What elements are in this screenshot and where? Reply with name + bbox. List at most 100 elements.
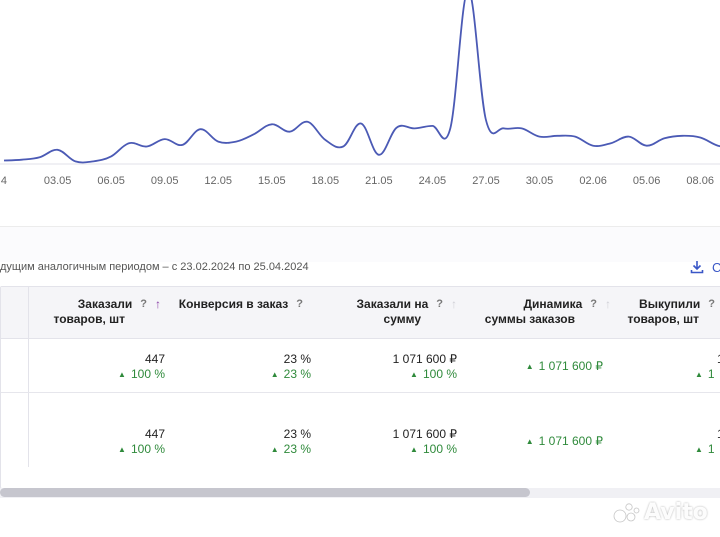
bought-delta: ▲ 1 — [695, 442, 715, 456]
conversion-value: 23 % — [283, 427, 311, 441]
data-point-23.05[interactable] — [412, 126, 417, 131]
data-point-08.06[interactable] — [698, 135, 703, 140]
data-point-22.05[interactable] — [394, 125, 399, 130]
data-point-09.05[interactable] — [162, 137, 167, 142]
data-point-05.05[interactable] — [91, 159, 96, 164]
help-icon[interactable]: ? — [708, 298, 715, 310]
data-point-21.05[interactable] — [376, 152, 381, 157]
trend-up-icon: ▲ — [410, 370, 418, 379]
avito-watermark-text: Avito — [644, 500, 708, 525]
data-point-01.05[interactable] — [19, 157, 24, 162]
data-point-12.05[interactable] — [216, 139, 221, 144]
column-header-order-sum[interactable]: Заказали на? ↑ сумму — [356, 297, 458, 326]
data-point-07.05[interactable] — [127, 141, 132, 146]
sales-line-chart: 4 03.05 06.05 09.05 12.05 15.05 18.05 21.05 24.0… — [0, 0, 720, 187]
data-point-05.06[interactable] — [644, 143, 649, 148]
data-point-18.05[interactable] — [323, 137, 328, 142]
column-header-bought[interactable]: Выкупили? товаров, шт — [627, 297, 715, 326]
orders-value: 447 — [144, 427, 165, 441]
data-point-20.05[interactable] — [359, 121, 364, 126]
order-sum-delta: ▲ 100 % — [410, 367, 457, 381]
data-point-06.05[interactable] — [109, 154, 114, 159]
comparison-period-bar: дущим аналогичным периодом – с 23.02.202… — [0, 226, 720, 275]
data-point-03.06[interactable] — [608, 141, 613, 146]
x-tick-label: 05.06 — [633, 175, 661, 187]
data-point-13.05[interactable] — [234, 139, 239, 144]
data-point-17.05[interactable] — [305, 119, 310, 124]
sort-arrow-icon[interactable]: ↑ — [155, 297, 161, 311]
data-point-08.05[interactable] — [144, 144, 149, 149]
help-icon[interactable]: ? — [590, 298, 597, 310]
table-row: 447 ▲ 100 % 23 % ▲ 23 % 1 071 600 ₽ ▲ 100 %… — [1, 339, 720, 393]
data-point-19.05[interactable] — [341, 144, 346, 149]
x-tick-label: 21.05 — [365, 175, 393, 187]
data-point-28.05[interactable] — [501, 126, 506, 131]
trend-up-icon: ▲ — [270, 370, 279, 379]
data-point-16.05[interactable] — [287, 129, 292, 134]
download-icon[interactable] — [690, 260, 704, 274]
order-sum-value: 1 071 600 ₽ — [392, 427, 457, 441]
export-button-partial[interactable]: С — [712, 260, 720, 275]
data-point-04.05[interactable] — [73, 159, 78, 164]
chart-plot-area — [2, 0, 720, 164]
x-tick-label: 03.05 — [44, 175, 72, 187]
data-point-29.05[interactable] — [519, 126, 524, 131]
data-point-09.06[interactable] — [716, 143, 720, 148]
data-point-24.05[interactable] — [430, 123, 435, 128]
sort-arrow-icon[interactable]: ↑ — [451, 297, 457, 311]
avito-logo-icon — [613, 503, 640, 523]
x-tick-label: 09.05 — [151, 175, 179, 187]
x-tick-label: 06.05 — [97, 175, 125, 187]
data-point-01.06[interactable] — [573, 134, 578, 139]
orders-value: 447 — [144, 352, 165, 366]
data-point-30.04[interactable] — [2, 158, 7, 163]
sort-arrow-icon[interactable]: ↑ — [605, 297, 611, 311]
help-icon[interactable]: ? — [296, 298, 303, 310]
order-sum-delta: ▲ 100 % — [410, 442, 457, 456]
data-point-31.05[interactable] — [555, 133, 560, 138]
column-header-dynamics[interactable]: Динамика? ↑ суммы заказов — [484, 297, 611, 326]
data-point-14.05[interactable] — [251, 132, 256, 137]
trend-up-icon: ▲ — [118, 445, 126, 454]
trend-up-icon: ▲ — [525, 362, 534, 371]
data-point-06.06[interactable] — [662, 136, 667, 141]
x-tick-label: 30.05 — [526, 175, 554, 187]
trend-up-icon: ▲ — [410, 445, 418, 454]
column-divider — [28, 287, 29, 467]
trend-up-icon: ▲ — [695, 370, 703, 379]
data-point-02.05[interactable] — [37, 155, 42, 160]
table-header-row: Заказали? ↑ товаров, шт Конверсия в заказ… — [1, 287, 720, 339]
data-point-02.06[interactable] — [591, 143, 596, 148]
orders-delta: ▲ 100 % — [118, 442, 165, 456]
data-point-30.05[interactable] — [537, 134, 542, 139]
x-tick-label: 24.05 — [419, 175, 447, 187]
x-tick-label: 02.06 — [579, 175, 607, 187]
data-point-10.05[interactable] — [180, 142, 185, 147]
order-sum-value: 1 071 600 ₽ — [392, 352, 457, 366]
help-icon[interactable]: ? — [140, 298, 147, 310]
column-header-conversion[interactable]: Конверсия в заказ? — [178, 297, 303, 311]
x-tick-label: 18.05 — [312, 175, 340, 187]
comparison-period-text: дущим аналогичным периодом – с 23.02.202… — [0, 261, 309, 273]
trend-up-icon: ▲ — [525, 437, 534, 446]
orders-delta: ▲ 100 % — [118, 367, 165, 381]
horizontal-scrollbar-thumb[interactable] — [0, 488, 530, 497]
data-point-25.05[interactable] — [448, 126, 453, 131]
data-point-11.05[interactable] — [198, 127, 203, 132]
x-tick-label: 15.05 — [258, 175, 286, 187]
data-point-07.06[interactable] — [680, 133, 685, 138]
data-point-03.05[interactable] — [55, 147, 60, 152]
bought-value: 1 — [717, 352, 720, 366]
conversion-delta: ▲ 23 % — [270, 442, 311, 456]
data-point-27.05[interactable] — [484, 118, 489, 123]
bought-delta: ▲ 1 — [695, 367, 715, 381]
x-axis-tick-labels: 4 03.05 06.05 09.05 12.05 15.05 18.05 21.05 24.0… — [1, 175, 714, 187]
trend-up-icon: ▲ — [695, 445, 703, 454]
data-point-04.06[interactable] — [626, 134, 631, 139]
data-point-15.05[interactable] — [269, 122, 274, 127]
help-icon[interactable]: ? — [436, 298, 443, 310]
conversion-value: 23 % — [283, 352, 311, 366]
metrics-table: Заказали? ↑ товаров, шт Конверсия в заказ… — [0, 286, 720, 489]
trend-up-icon: ▲ — [118, 370, 126, 379]
column-header-orders[interactable]: Заказали? ↑ товаров, шт — [53, 297, 161, 326]
